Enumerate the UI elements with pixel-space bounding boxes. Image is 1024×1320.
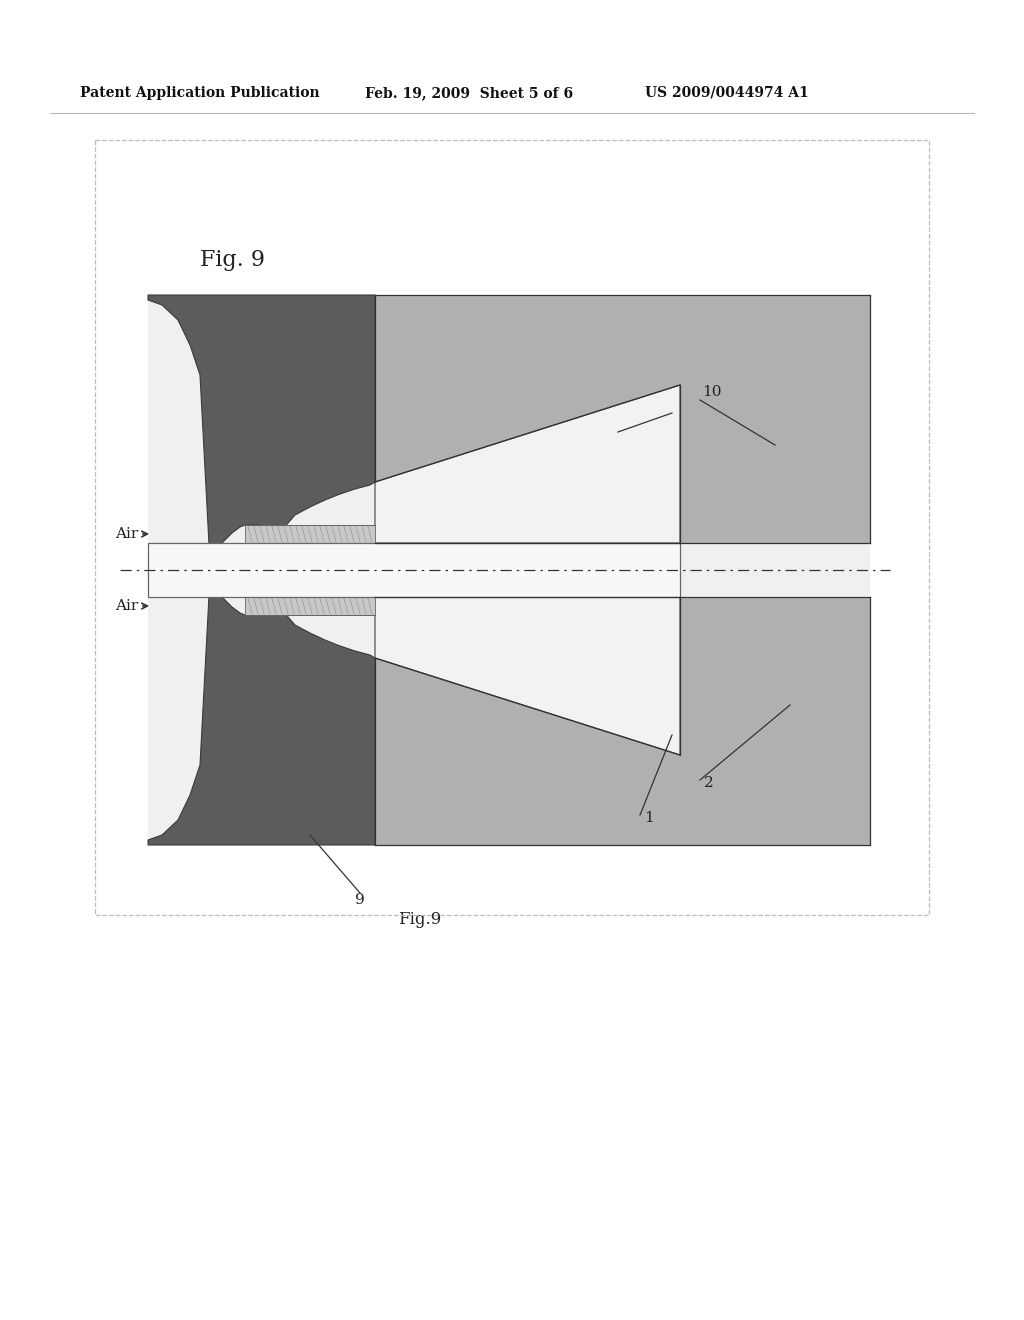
Polygon shape (148, 294, 375, 564)
Polygon shape (375, 294, 870, 543)
Polygon shape (375, 597, 870, 845)
Text: Air: Air (115, 527, 138, 541)
Text: US 2009/0044974 A1: US 2009/0044974 A1 (645, 86, 809, 100)
Polygon shape (375, 597, 680, 755)
Text: Fig. 9: Fig. 9 (200, 249, 265, 271)
Text: 10: 10 (702, 385, 722, 399)
Text: Fig.9: Fig.9 (398, 912, 441, 928)
Text: Air: Air (115, 599, 138, 612)
Bar (148, 294, 870, 845)
Text: 9: 9 (355, 894, 365, 907)
Bar (245, 525, 375, 543)
Bar (148, 543, 680, 597)
Text: 11: 11 (620, 417, 640, 432)
Text: Patent Application Publication: Patent Application Publication (80, 86, 319, 100)
Bar (245, 597, 375, 615)
Text: Feb. 19, 2009  Sheet 5 of 6: Feb. 19, 2009 Sheet 5 of 6 (365, 86, 573, 100)
Polygon shape (375, 385, 680, 543)
Polygon shape (148, 577, 375, 845)
Text: 1: 1 (644, 810, 653, 825)
Text: 2: 2 (705, 776, 714, 789)
